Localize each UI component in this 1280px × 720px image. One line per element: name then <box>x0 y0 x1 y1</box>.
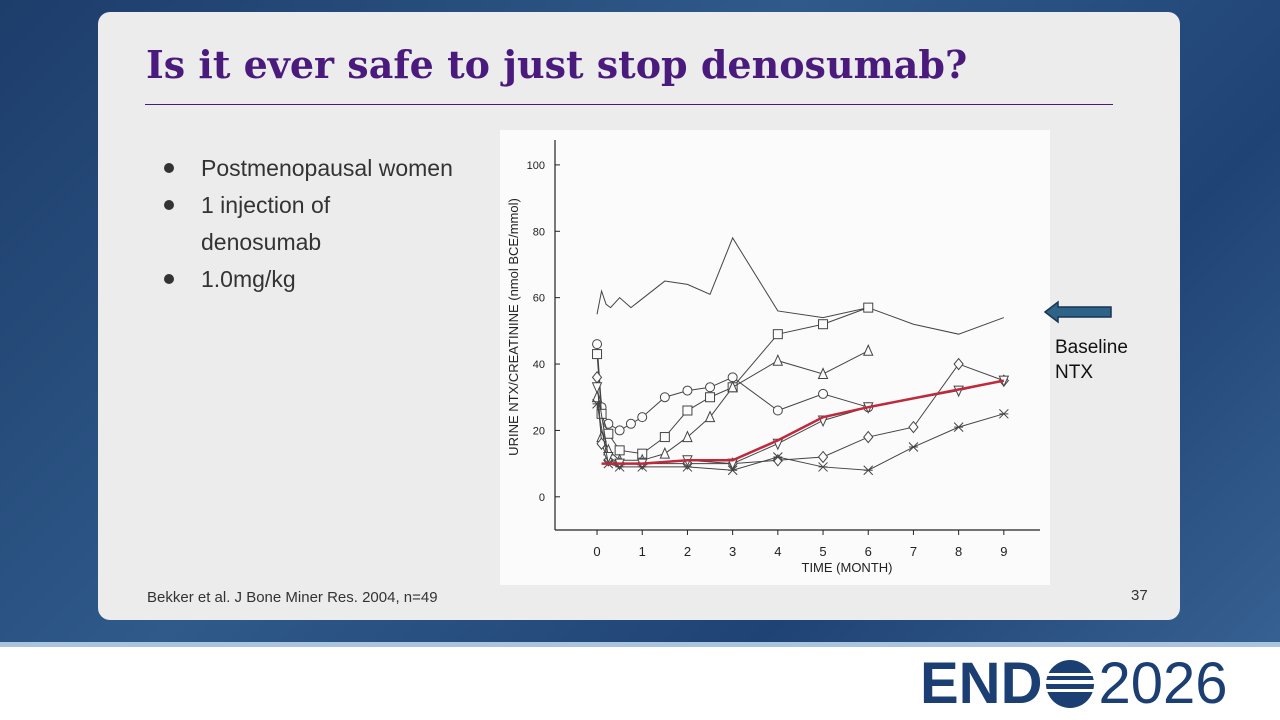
marker <box>818 462 828 472</box>
y-tick-label: 80 <box>533 226 545 238</box>
marker <box>682 385 693 396</box>
figure-background <box>500 130 1050 585</box>
marker <box>592 349 603 360</box>
marker <box>772 354 784 366</box>
logo: END 2026 <box>920 655 1228 713</box>
marker <box>592 339 603 350</box>
x-tick-label: 9 <box>1000 544 1007 559</box>
marker <box>682 405 693 416</box>
marker <box>818 319 829 330</box>
x-tick-label: 1 <box>639 544 646 559</box>
marker <box>817 367 829 379</box>
marker <box>772 452 783 462</box>
bullet: 1.0mg/kg <box>160 261 490 298</box>
marker <box>772 405 783 416</box>
annotation: Baseline NTX <box>1055 335 1128 385</box>
marker <box>953 422 964 432</box>
marker <box>614 445 625 456</box>
citation: Bekker et al. J Bone Miner Res. 2004, n=… <box>147 589 438 606</box>
marker <box>705 382 716 393</box>
x-tick-label: 3 <box>729 544 736 559</box>
marker <box>637 412 648 423</box>
marker <box>863 430 874 444</box>
logo-globe <box>1044 660 1097 708</box>
title-rule <box>145 104 1113 105</box>
marker <box>603 451 614 464</box>
y-tick-label: 40 <box>533 359 545 371</box>
marker <box>727 380 738 393</box>
annotation-line: NTX <box>1055 362 1093 383</box>
marker <box>591 382 603 394</box>
marker <box>704 410 716 423</box>
marker <box>953 357 964 371</box>
x-tick-label: 0 <box>593 544 600 559</box>
marker <box>682 430 693 443</box>
y-tick-label: 60 <box>533 293 545 305</box>
marker <box>908 420 919 434</box>
marker <box>659 446 671 459</box>
marker <box>817 450 829 464</box>
page-number: 37 <box>1131 587 1148 604</box>
marker <box>659 392 670 403</box>
y-tick-label: 0 <box>539 492 545 504</box>
slide-title: Is it ever safe to just stop denosumab? <box>146 42 968 87</box>
x-tick-label: 8 <box>955 544 962 559</box>
marker <box>863 465 874 476</box>
logo-right: 2026 <box>1098 651 1228 716</box>
marker <box>705 392 716 403</box>
marker <box>592 399 602 409</box>
x-tick-label: 4 <box>774 544 781 559</box>
marker <box>614 425 625 436</box>
marker <box>863 302 874 313</box>
x-tick-label: 6 <box>865 544 872 559</box>
marker <box>727 372 738 383</box>
y-tick-label: 100 <box>527 160 545 172</box>
marker <box>998 408 1009 419</box>
bullet: Postmenopausal women <box>160 150 490 187</box>
marker <box>625 418 636 429</box>
marker <box>862 344 874 356</box>
bullet-list: Postmenopausal women 1 injection of deno… <box>160 150 490 298</box>
y-tick-label: 20 <box>533 425 545 437</box>
marker <box>659 432 670 443</box>
series-line <box>596 403 1004 471</box>
marker <box>682 462 693 472</box>
x-axis-label: TIME (MONTH) <box>802 560 893 575</box>
series-line <box>601 379 1005 465</box>
marker <box>908 442 919 452</box>
series-line <box>596 236 1005 335</box>
x-tick-label: 7 <box>910 544 917 559</box>
x-tick-label: 5 <box>819 544 826 559</box>
bullet: 1 injection of denosumab <box>160 187 361 261</box>
x-tick-label: 2 <box>684 544 691 559</box>
marker <box>772 329 783 340</box>
marker <box>603 428 614 439</box>
logo-left: END <box>920 651 1043 716</box>
baseline-arrow <box>1043 300 1112 324</box>
y-axis-label: URINE NTX/CREATININE (nmol BCE/mmol) <box>506 198 521 456</box>
marker <box>727 465 738 476</box>
marker <box>818 388 829 399</box>
annotation-line: Baseline <box>1055 337 1128 358</box>
